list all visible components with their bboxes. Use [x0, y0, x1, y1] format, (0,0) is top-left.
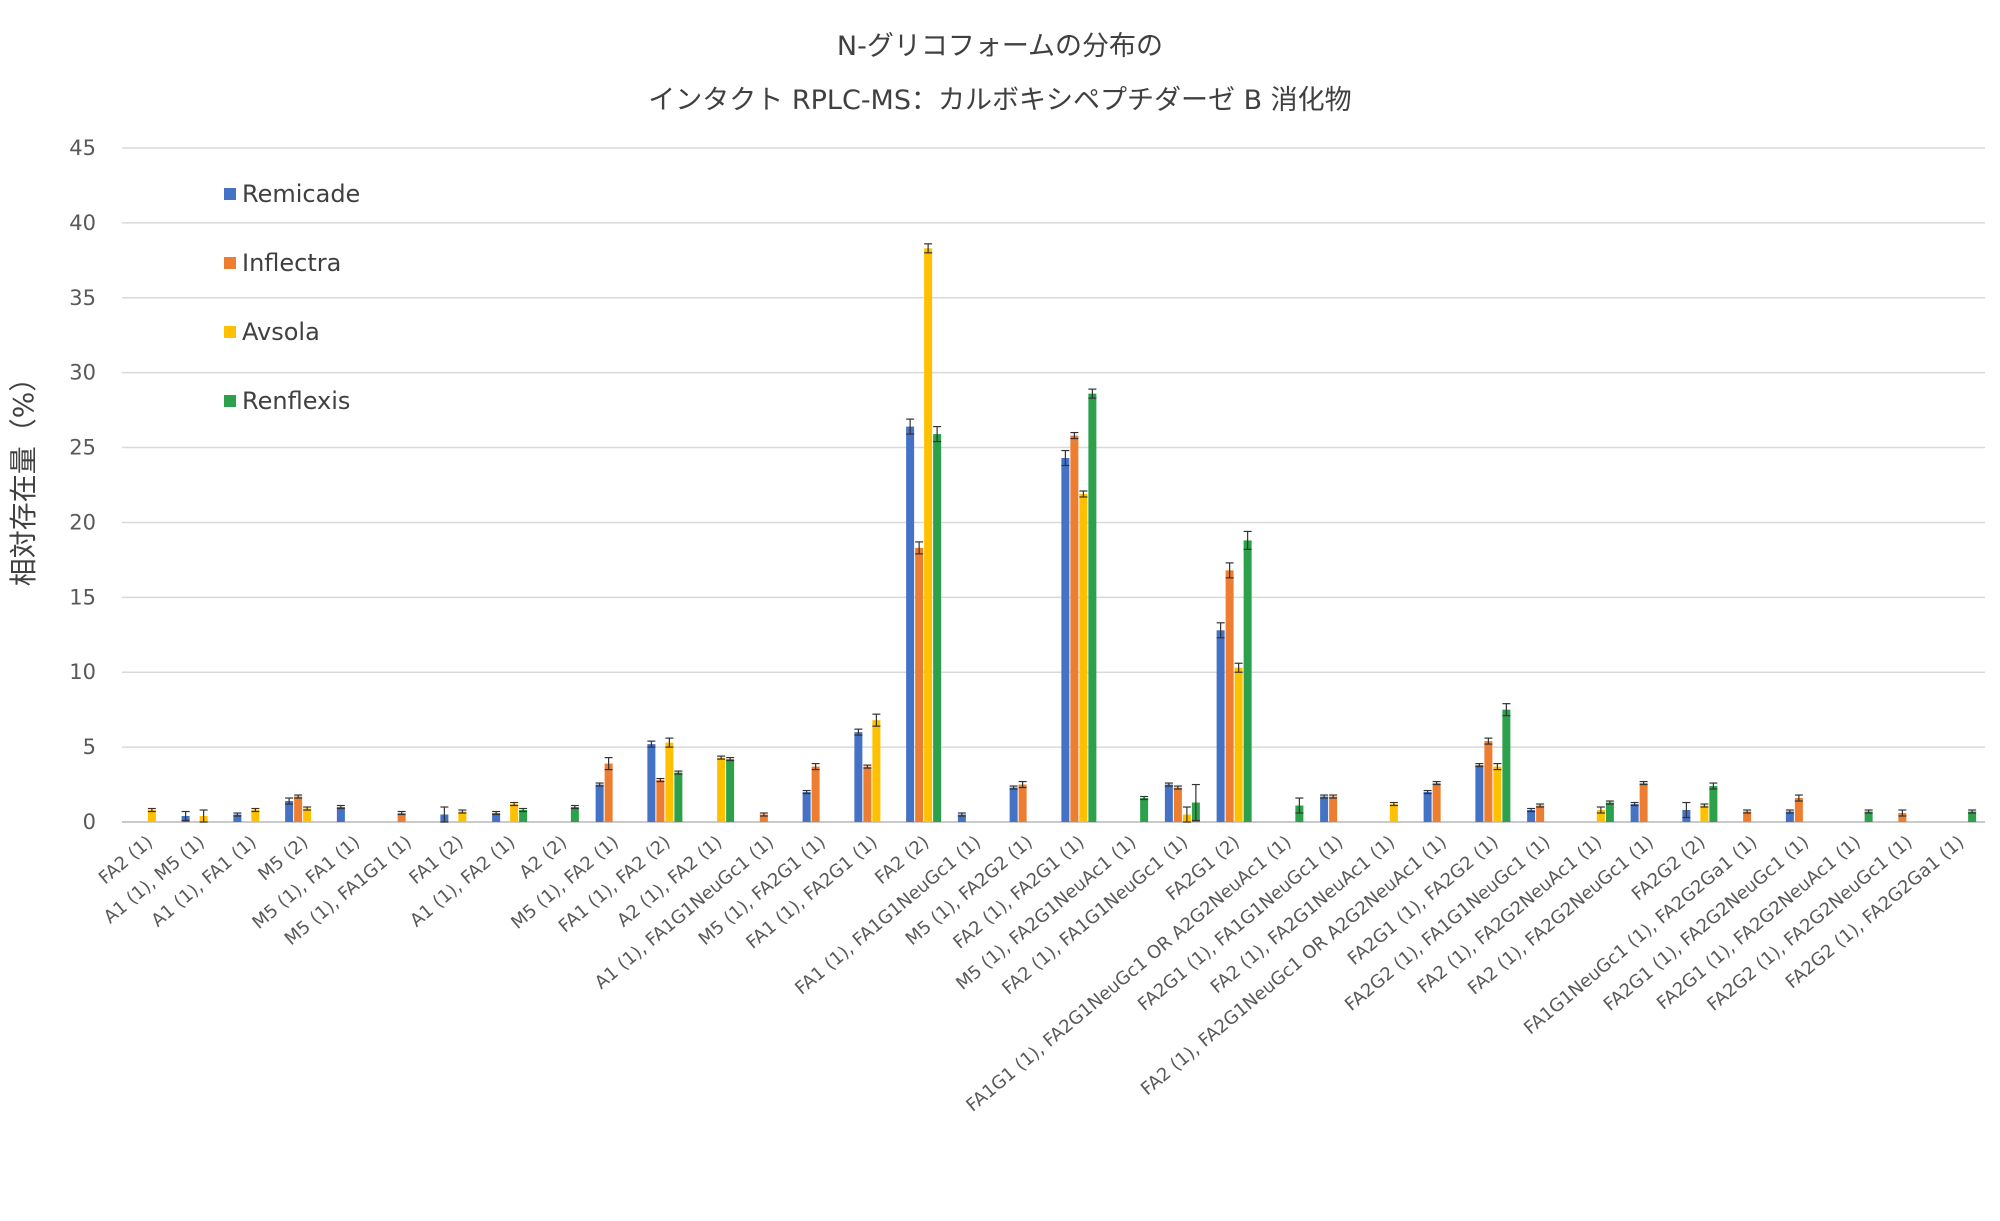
y-tick-label: 20	[69, 510, 96, 534]
bar	[957, 814, 966, 822]
bar	[1070, 435, 1079, 822]
y-tick-label: 30	[69, 361, 96, 385]
bar	[458, 811, 467, 822]
bar	[397, 813, 406, 822]
bar	[1164, 784, 1173, 822]
bar	[1018, 784, 1027, 822]
bar	[595, 784, 604, 822]
y-tick-label: 35	[69, 286, 96, 310]
bar	[924, 248, 933, 823]
legend-label: Renflexis	[242, 387, 350, 415]
y-tick-label: 40	[69, 211, 96, 235]
bar	[1061, 458, 1070, 822]
bar	[1243, 540, 1252, 822]
y-tick-label: 15	[69, 585, 96, 609]
bar	[1527, 810, 1536, 822]
bar	[1079, 493, 1088, 822]
bar	[674, 772, 683, 822]
bar	[1295, 805, 1304, 822]
bar	[1502, 709, 1511, 822]
bar	[1329, 796, 1338, 822]
bar	[285, 801, 294, 822]
bar	[863, 766, 872, 822]
chart-title-line-1: N-グリコフォームの分布の	[836, 31, 1164, 62]
bar	[1743, 811, 1752, 822]
bar	[303, 808, 312, 822]
y-tick-label: 25	[69, 436, 96, 460]
legend-label: Inflectra	[242, 249, 341, 277]
bar	[1700, 805, 1709, 822]
bar	[1794, 798, 1803, 822]
bar	[1234, 667, 1243, 822]
bar	[1630, 804, 1639, 822]
bar	[492, 813, 501, 822]
bar	[1536, 805, 1545, 822]
y-tick-label: 5	[83, 735, 96, 759]
bar	[1173, 787, 1182, 822]
bar	[1140, 798, 1149, 822]
bar	[1493, 766, 1502, 822]
y-tick-label: 10	[69, 660, 96, 684]
legend-swatch	[224, 257, 236, 269]
bar	[1709, 786, 1718, 822]
bar	[519, 810, 528, 822]
bar	[872, 720, 881, 822]
bar	[1088, 393, 1097, 822]
bar	[726, 759, 735, 822]
bar	[647, 744, 656, 822]
bar	[717, 757, 726, 822]
bar	[906, 426, 915, 822]
bar	[811, 766, 820, 822]
bar	[604, 763, 613, 822]
bar	[336, 807, 345, 822]
bar	[854, 732, 863, 822]
bar	[759, 814, 768, 822]
bar	[802, 792, 811, 822]
y-tick-label: 45	[69, 136, 96, 160]
bar	[1475, 765, 1484, 822]
bar	[1216, 630, 1225, 822]
bar	[1320, 796, 1329, 822]
bar	[933, 434, 942, 822]
bar	[656, 780, 665, 822]
bar	[510, 804, 519, 822]
bar	[1009, 787, 1018, 822]
legend-swatch	[224, 326, 236, 338]
legend-label: Avsola	[242, 318, 320, 346]
bar	[915, 547, 924, 822]
bar	[1898, 813, 1907, 822]
bar	[251, 810, 260, 822]
bar	[294, 796, 303, 822]
bar	[665, 742, 674, 822]
legend-swatch	[224, 188, 236, 200]
bar	[1968, 811, 1977, 822]
bar	[147, 810, 156, 822]
bar	[1639, 783, 1648, 822]
y-tick-label: 0	[83, 810, 96, 834]
bar	[1785, 811, 1794, 822]
chart-title-line-2: インタクト RPLC-MS：カルボキシペプチダーゼ B 消化物	[648, 85, 1352, 116]
bar	[1389, 804, 1398, 822]
bar	[1484, 741, 1493, 822]
legend-label: Remicade	[242, 180, 360, 208]
bar	[1432, 783, 1441, 822]
bar	[233, 814, 242, 822]
bar	[1596, 810, 1605, 822]
bar	[1605, 802, 1614, 822]
bar	[1423, 792, 1432, 822]
legend-swatch	[224, 395, 236, 407]
bar	[1225, 570, 1234, 822]
bar	[1864, 811, 1873, 822]
bar	[570, 807, 579, 822]
